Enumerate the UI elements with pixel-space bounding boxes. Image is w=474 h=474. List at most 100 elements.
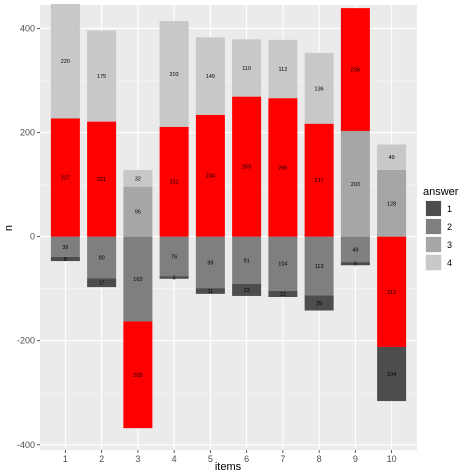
segment-label: 6: [354, 262, 357, 268]
segment-label: 23: [244, 288, 250, 294]
bar-segment: [304, 52, 334, 124]
legend-swatch: [426, 219, 441, 234]
legend-swatch: [426, 237, 441, 252]
segment-label: 236: [351, 68, 360, 74]
segment-label: 80: [99, 255, 105, 261]
bar-segment: [232, 39, 262, 97]
segment-label: 234: [206, 174, 215, 180]
segment-label: 211: [170, 180, 179, 186]
bar-segment: [159, 21, 189, 127]
bar-segment: [123, 169, 153, 187]
x-tick-label: 1: [63, 454, 68, 464]
x-tick-label: 3: [135, 454, 140, 464]
segment-label: 266: [278, 165, 287, 171]
segment-label: 91: [244, 258, 250, 264]
bar-segment: [377, 236, 407, 347]
bar-segment: [87, 278, 117, 288]
x-axis-title: items: [215, 461, 242, 473]
segment-label: 17: [99, 281, 105, 287]
bar-item-7: [268, 39, 298, 297]
y-tick-label: 200: [20, 128, 35, 138]
bar-segment: [377, 144, 407, 170]
bar-segment: [232, 236, 262, 284]
bar-segment: [50, 236, 80, 257]
bar-segment: [195, 288, 225, 294]
bar-segment: [268, 290, 298, 297]
legend-swatch: [426, 201, 441, 216]
segment-label: 221: [97, 177, 106, 183]
x-tick-label: 4: [172, 454, 177, 464]
bar-segment: [123, 321, 153, 429]
y-tick-label: -400: [17, 440, 35, 450]
segment-label: 217: [315, 178, 324, 184]
bar-segment: [87, 121, 117, 237]
bar-segment: [232, 96, 262, 237]
segment-label: 227: [61, 176, 70, 182]
y-tick-label: -200: [17, 336, 35, 346]
segment-label: 110: [242, 66, 251, 72]
segment-label: 212: [387, 290, 396, 296]
segment-label: 220: [61, 59, 70, 65]
bar-segment: [340, 236, 370, 263]
legend-label: 2: [447, 222, 452, 232]
legend-title: answer: [423, 186, 459, 198]
segment-label: 96: [135, 210, 141, 216]
bar-item-8: [304, 52, 334, 311]
bar-item-6: [232, 39, 262, 296]
legend-label: 3: [447, 240, 452, 250]
bar-segment: [195, 114, 225, 237]
bar-item-3: [123, 169, 153, 429]
segment-label: 39: [62, 245, 68, 251]
x-tick-label: 8: [317, 454, 322, 464]
x-tick-label: 6: [244, 454, 249, 464]
legend-item-2: 2: [425, 218, 452, 235]
x-tick-label: 7: [280, 454, 285, 464]
bar-segment: [268, 98, 298, 237]
x-tick-label: 10: [387, 454, 397, 464]
segment-label: 11: [208, 289, 214, 295]
legend-item-3: 3: [425, 236, 452, 253]
bar-segment: [304, 123, 334, 237]
segment-label: 8: [64, 257, 67, 263]
bar-segment: [50, 256, 80, 262]
bar-segment: [87, 30, 117, 122]
segment-label: 203: [170, 72, 179, 78]
segment-label: 269: [242, 165, 251, 171]
bar-segment: [50, 118, 80, 237]
segment-label: 12: [280, 292, 286, 298]
bar-segment: [50, 3, 80, 119]
bar-segment: [268, 236, 298, 291]
segment-label: 32: [135, 176, 141, 182]
segment-label: 104: [278, 262, 287, 268]
bar-segment: [232, 283, 262, 296]
segment-labels: 39 8 227 220 80 17 221 175 163 205 96 32 76 5 211 203 99…: [61, 59, 396, 379]
bar-segment: [195, 37, 225, 115]
bar-segment: [123, 186, 153, 237]
segment-label: 49: [352, 247, 358, 253]
segment-label: 5: [173, 275, 176, 281]
segment-label: 175: [97, 74, 106, 80]
segment-label: 113: [315, 264, 324, 270]
segment-label: 136: [315, 86, 324, 92]
bar-item-2: [87, 30, 117, 288]
segment-label: 99: [207, 260, 213, 266]
segment-label: 29: [316, 301, 322, 307]
segment-label: 76: [171, 254, 177, 260]
bar-segment: [340, 8, 370, 131]
bar-item-10: [377, 144, 407, 402]
bar-segment: [159, 276, 189, 279]
bar-segment: [377, 169, 407, 237]
segment-label: 163: [133, 277, 142, 283]
bar-segment: [195, 236, 225, 289]
legend-swatch: [426, 255, 441, 270]
x-tick-label: 2: [99, 454, 104, 464]
legend: answer 1 2 3 4: [423, 186, 459, 271]
bar-item-1: [50, 3, 80, 262]
bar-segment: [377, 346, 407, 402]
y-tick-label: 400: [20, 23, 35, 33]
bar-segment: [159, 236, 189, 277]
bar-segment: [123, 236, 153, 322]
x-axis-ticks: 1 2 3 4 5 6 7 8 9 10: [63, 450, 397, 464]
bar-item-9: [340, 8, 370, 266]
